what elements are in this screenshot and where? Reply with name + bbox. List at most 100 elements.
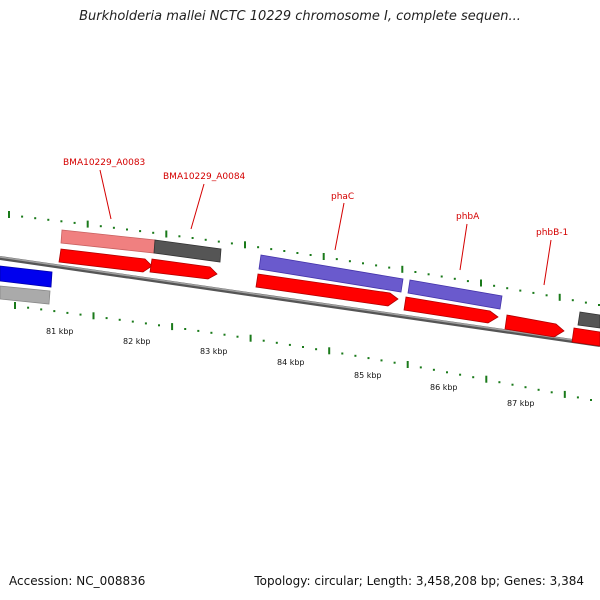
minor-tick bbox=[453, 277, 456, 280]
gene-bar-next[interactable] bbox=[577, 311, 600, 329]
minor-tick bbox=[302, 346, 304, 348]
cds-arrow[interactable] bbox=[58, 248, 153, 273]
major-tick bbox=[8, 211, 10, 218]
major-tick bbox=[171, 323, 174, 331]
minor-tick bbox=[532, 291, 535, 294]
major-tick bbox=[401, 265, 404, 273]
minor-tick bbox=[79, 313, 82, 316]
accession-text: Accession: NC_008836 bbox=[9, 574, 146, 588]
major-tick bbox=[244, 241, 246, 249]
minor-tick bbox=[545, 294, 548, 297]
scale-label-84: 84 kbp bbox=[277, 358, 305, 367]
minor-tick bbox=[341, 352, 344, 355]
minor-tick bbox=[73, 221, 76, 224]
minor-tick bbox=[493, 284, 496, 287]
minor-tick bbox=[472, 376, 475, 379]
outer-tick-ring bbox=[8, 211, 600, 306]
minor-tick bbox=[217, 240, 220, 243]
minor-tick bbox=[288, 343, 291, 346]
minor-tick bbox=[27, 306, 30, 309]
minor-tick bbox=[262, 339, 265, 342]
major-tick bbox=[14, 302, 16, 309]
minor-tick bbox=[191, 237, 194, 239]
minor-tick bbox=[414, 271, 417, 273]
minor-tick bbox=[598, 304, 600, 306]
minor-tick bbox=[139, 230, 142, 233]
major-tick bbox=[485, 375, 488, 383]
major-tick bbox=[249, 334, 252, 342]
gene-track bbox=[0, 229, 600, 329]
minor-tick bbox=[315, 348, 318, 351]
major-tick bbox=[165, 230, 168, 238]
scale-label-87: 87 kbp bbox=[507, 399, 535, 408]
scale-label-82: 82 kbp bbox=[123, 337, 151, 346]
minor-tick bbox=[335, 258, 338, 261]
scale-label-81: 81 kbp bbox=[46, 327, 74, 336]
minor-tick bbox=[204, 238, 207, 241]
map-title: Burkholderia mallei NCTC 10229 chromosom… bbox=[79, 9, 521, 24]
minor-tick bbox=[21, 215, 24, 218]
minor-tick bbox=[367, 357, 370, 360]
minor-tick bbox=[571, 299, 574, 302]
minor-tick bbox=[184, 328, 187, 330]
gene-label-bma10229-a0084[interactable]: BMA10229_A0084 bbox=[163, 172, 246, 182]
minor-tick bbox=[131, 320, 134, 323]
minor-tick bbox=[590, 399, 592, 401]
major-tick bbox=[86, 220, 89, 228]
gene-bar-bma10229-a0084[interactable] bbox=[153, 239, 222, 263]
cds-arrow[interactable] bbox=[571, 327, 600, 347]
major-tick bbox=[558, 293, 561, 301]
cds-arrow[interactable] bbox=[149, 258, 218, 280]
gene-label-phac[interactable]: phaC bbox=[331, 192, 354, 202]
minor-tick bbox=[446, 371, 448, 374]
minor-tick bbox=[105, 317, 108, 320]
gene-label-phbb-1[interactable]: phbB-1 bbox=[536, 228, 568, 238]
major-tick bbox=[480, 279, 482, 287]
minor-tick bbox=[275, 341, 278, 344]
cds-gray-bar[interactable] bbox=[0, 285, 51, 305]
minor-tick bbox=[584, 301, 587, 304]
gene-labels: BMA10229_A0083 BMA10229_A0084 phaC phbA … bbox=[63, 158, 568, 286]
minor-tick bbox=[380, 359, 383, 362]
minor-tick bbox=[576, 396, 579, 399]
major-tick bbox=[563, 390, 566, 398]
scale-label-86: 86 kbp bbox=[430, 383, 458, 392]
minor-tick bbox=[427, 273, 430, 276]
minor-tick bbox=[178, 235, 181, 238]
minor-tick bbox=[112, 226, 115, 229]
gene-label-bma10229-a0083[interactable]: BMA10229_A0083 bbox=[63, 158, 145, 168]
scale-label-85: 85 kbp bbox=[354, 371, 382, 380]
minor-tick bbox=[60, 220, 63, 223]
minor-tick bbox=[99, 225, 102, 228]
gene-bar-blue[interactable] bbox=[0, 265, 53, 288]
backbone-highlight bbox=[0, 256, 600, 345]
gene-bar-phba[interactable] bbox=[407, 279, 503, 310]
minor-tick bbox=[118, 318, 121, 321]
cds-arrow[interactable] bbox=[403, 296, 499, 324]
minor-tick bbox=[158, 324, 160, 327]
backbone bbox=[0, 256, 600, 347]
minor-tick bbox=[440, 275, 443, 278]
minor-tick bbox=[144, 322, 147, 325]
gene-bar-phac[interactable] bbox=[258, 254, 404, 293]
topology-info: Topology: circular; Length: 3,458,208 bp… bbox=[254, 574, 584, 588]
minor-tick bbox=[40, 308, 43, 311]
minor-tick bbox=[466, 280, 469, 283]
minor-tick bbox=[34, 217, 37, 220]
minor-tick bbox=[506, 287, 509, 290]
minor-tick bbox=[257, 246, 260, 249]
minor-tick bbox=[296, 252, 299, 254]
minor-tick bbox=[419, 366, 422, 369]
gene-bar-bma10229-a0083[interactable] bbox=[60, 229, 156, 254]
gene-label-phba[interactable]: phbA bbox=[456, 212, 480, 222]
minor-tick bbox=[537, 388, 540, 391]
minor-tick bbox=[309, 254, 312, 256]
cds-arrow[interactable] bbox=[504, 314, 565, 338]
cds-arrow[interactable] bbox=[255, 273, 399, 307]
minor-tick bbox=[550, 391, 553, 394]
minor-tick bbox=[388, 266, 391, 269]
cds-track bbox=[0, 248, 600, 347]
major-tick bbox=[322, 253, 325, 260]
major-tick bbox=[328, 347, 331, 355]
